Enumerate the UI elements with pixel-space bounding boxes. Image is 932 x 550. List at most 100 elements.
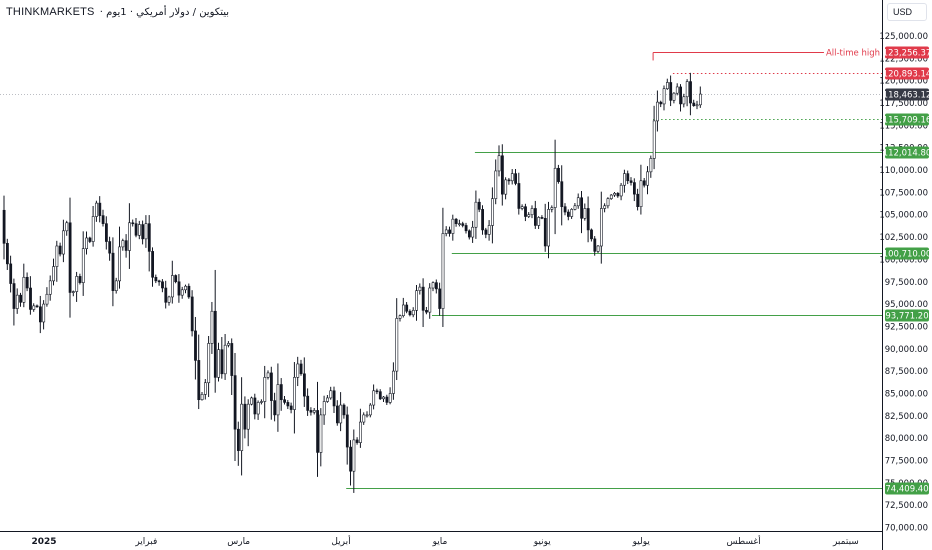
candle	[444, 226, 448, 237]
candle-body	[642, 180, 646, 186]
candle	[392, 362, 395, 400]
candle	[65, 220, 69, 236]
candle	[138, 220, 141, 240]
candle-body	[685, 81, 689, 98]
candle-body	[573, 205, 577, 210]
y-tick-label: 122,500.00	[879, 54, 928, 64]
candle-body	[187, 285, 191, 298]
candle	[309, 407, 313, 416]
candle	[105, 216, 108, 250]
candle-body	[124, 240, 128, 251]
y-tick-label: 82,500.00	[885, 412, 928, 422]
candle-body	[283, 399, 287, 403]
candle-body	[326, 397, 329, 402]
candle	[487, 220, 491, 241]
candle-body	[543, 218, 547, 247]
candle	[52, 258, 56, 286]
candle-body	[157, 280, 161, 283]
candle	[434, 279, 438, 294]
candle	[38, 295, 42, 334]
candle-body	[421, 286, 425, 311]
candle-body	[659, 101, 663, 105]
candle-body	[586, 208, 590, 231]
candle	[35, 304, 39, 308]
candle-body	[256, 402, 260, 415]
candle	[652, 105, 656, 170]
candle-body	[319, 414, 323, 453]
candle	[91, 205, 95, 247]
candle	[141, 220, 145, 245]
candle	[319, 408, 323, 467]
candle-body	[550, 207, 554, 210]
candle	[25, 272, 29, 292]
candle	[599, 191, 603, 264]
candle	[359, 408, 362, 448]
candle	[698, 86, 702, 108]
candle	[477, 198, 481, 213]
candle-body	[6, 243, 9, 265]
candle-body	[62, 230, 65, 255]
candle-body	[372, 390, 376, 406]
candle-body	[646, 171, 650, 186]
candle-body	[481, 209, 485, 231]
current-price-tag: 118,463.12	[883, 88, 931, 101]
candle-body	[220, 349, 224, 375]
candle	[401, 297, 405, 318]
candle-body	[339, 404, 343, 424]
candle-body	[682, 96, 686, 105]
candle	[332, 386, 336, 414]
candle	[642, 177, 646, 188]
candle-body	[329, 390, 333, 399]
candle-body	[184, 285, 188, 291]
candle-body	[533, 208, 537, 226]
candle	[48, 275, 52, 301]
candle-body	[19, 294, 23, 303]
candle	[260, 399, 263, 405]
candle-body	[392, 370, 395, 394]
price-tag-bg	[885, 146, 929, 159]
candle-body	[576, 197, 580, 207]
candle	[590, 228, 593, 242]
candle-body	[623, 173, 626, 186]
price-tag-label: 112,014.80	[883, 149, 932, 159]
candle-body	[108, 241, 112, 254]
candle-body	[599, 208, 603, 247]
candle	[603, 203, 607, 213]
candle-body	[98, 202, 102, 216]
candle	[121, 238, 125, 251]
currency-button[interactable]: USD	[887, 3, 927, 21]
candle	[649, 155, 653, 178]
candle	[200, 391, 204, 401]
candle-body	[299, 363, 303, 375]
y-tick-label: 95,000.00	[885, 300, 928, 310]
candle	[62, 219, 65, 263]
x-tick-label: يوليو	[632, 537, 651, 547]
y-tick-label: 105,000.00	[879, 211, 928, 221]
candle	[184, 284, 188, 294]
y-tick-label: 120,000.00	[879, 77, 928, 87]
candle-body	[342, 404, 346, 416]
current-price-tag-bg	[885, 88, 929, 101]
candle-body	[68, 222, 72, 293]
candle-body	[368, 404, 372, 416]
candle	[441, 207, 445, 327]
candle-body	[9, 263, 13, 284]
candle-body	[286, 402, 290, 407]
candle-body	[609, 194, 613, 199]
candle	[583, 203, 587, 221]
candle-body	[72, 291, 75, 293]
candle	[540, 215, 544, 220]
candle	[362, 412, 366, 425]
candle	[679, 84, 683, 112]
x-tick-label: فبراير	[134, 537, 157, 547]
candle	[174, 274, 178, 284]
candle-body	[349, 446, 353, 472]
y-tick-label: 90,000.00	[885, 345, 928, 355]
candle-body	[38, 306, 42, 323]
candle	[342, 403, 346, 419]
candle-body	[12, 283, 16, 309]
candle-body	[197, 360, 201, 401]
candle-body	[454, 218, 458, 224]
candle-body	[141, 224, 145, 240]
